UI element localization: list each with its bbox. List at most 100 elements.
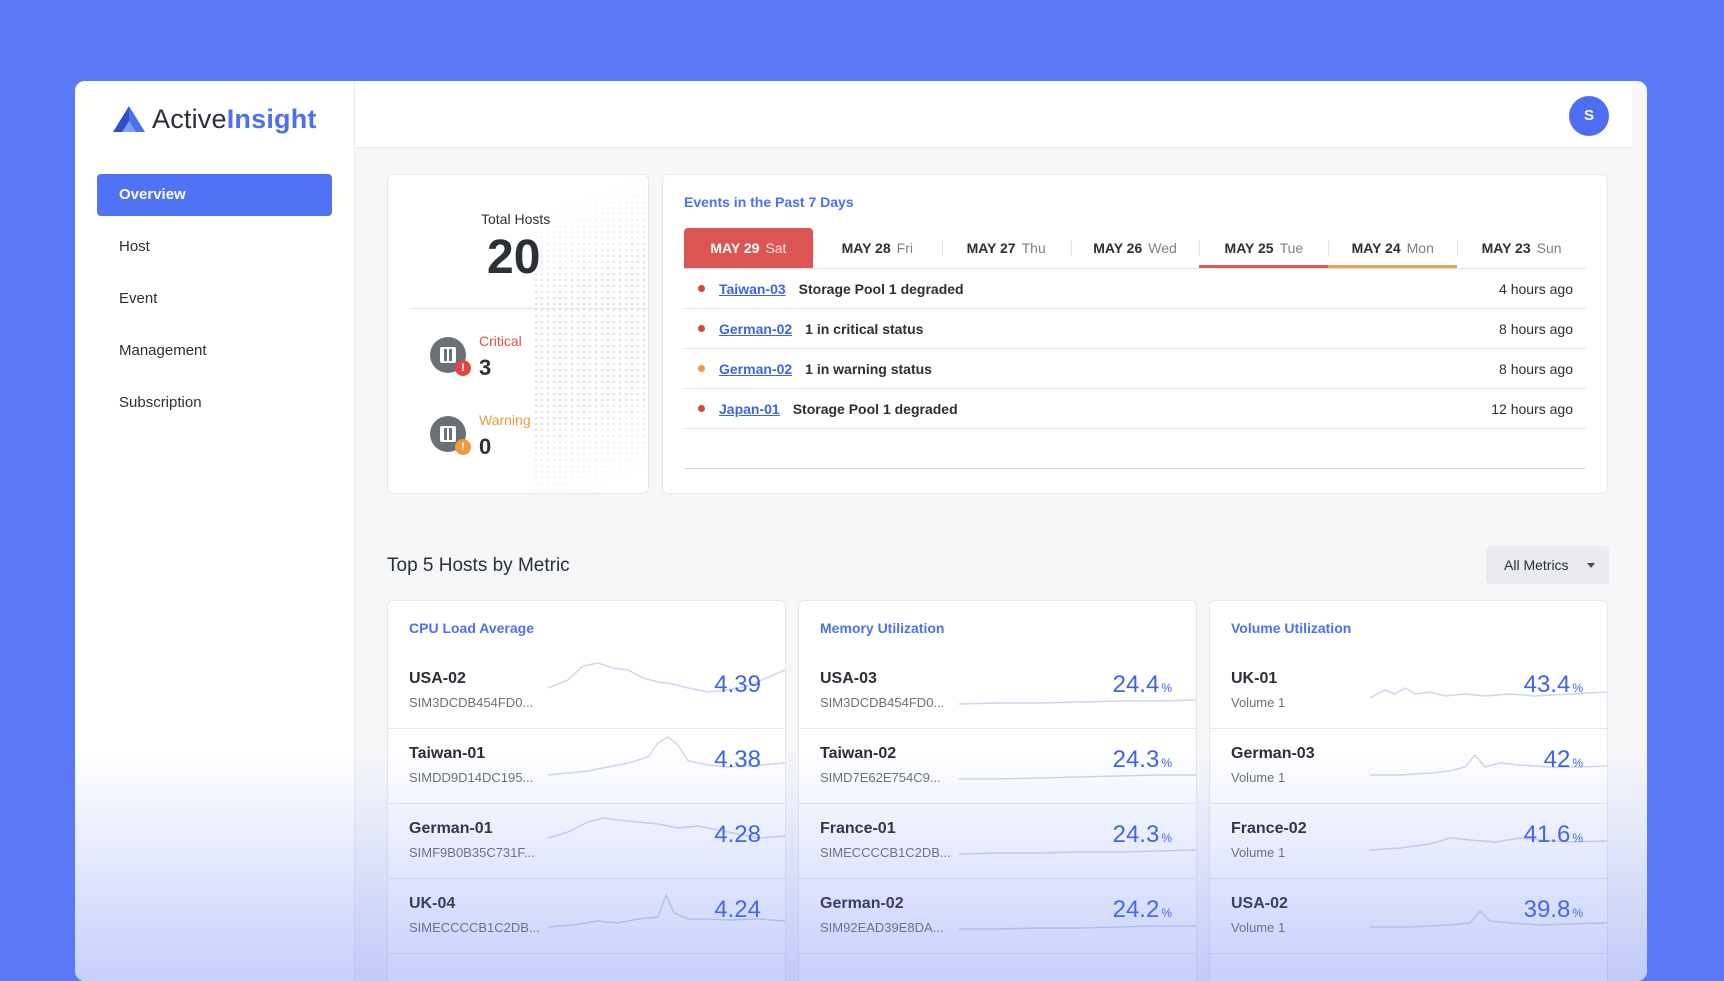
metric-host-id: Volume 1 [1231, 845, 1286, 860]
event-time: 12 hours ago [1491, 400, 1573, 417]
metric-value: 24.2% [1112, 896, 1172, 923]
metric-host-id: Volume 1 [1231, 920, 1286, 935]
event-row: German-02 1 in warning status 8 hours ag… [684, 349, 1586, 389]
metric-row[interactable]: German-01 SIMF9B0B35C731F... 4.28 [388, 803, 785, 879]
metric-host: Taiwan-01 [409, 745, 486, 762]
sparkline [548, 736, 785, 776]
critical-status[interactable]: ! Critical 3 [430, 323, 522, 381]
events-card: Events in the Past 7 Days MAY 29 Sat MAY … [662, 174, 1608, 494]
event-host-link[interactable]: Taiwan-03 [719, 280, 786, 297]
sidebar-item-host[interactable]: Host [119, 238, 150, 255]
date-tabs: MAY 29 Sat MAY 28 Fri MAY 27 Thu MAY 26 Wed … [684, 228, 1586, 269]
tab-may-26[interactable]: MAY 26 Wed [1070, 228, 1200, 268]
metric-host-id: SIM3DCDB454FD0... [409, 695, 534, 710]
tab-may-23[interactable]: MAY 23 Sun [1457, 228, 1586, 268]
metric-row[interactable]: Taiwan-01 SIMDD9D14DC195... 4.38 [388, 728, 785, 804]
caret-down-icon [1587, 563, 1595, 568]
metric-value: 24.3% [1112, 821, 1172, 848]
metric-host-id: SIMECCCCB1C2DB... [820, 845, 951, 860]
metric-value: 4.28 [714, 821, 761, 848]
server-warning-icon: ! [430, 416, 471, 455]
event-row: Japan-01 Storage Pool 1 degraded 12 hour… [684, 389, 1586, 429]
sidebar-item-event[interactable]: Event [119, 290, 158, 307]
events-divider [684, 468, 1586, 469]
sparkline [1370, 687, 1607, 699]
metric-value: 4.24 [714, 896, 761, 923]
event-message: Storage Pool 1 degraded [798, 280, 964, 297]
memory-card-title: Memory Utilization [820, 620, 945, 636]
event-message: Storage Pool 1 degraded [792, 400, 958, 417]
world-map-graphic [533, 175, 648, 493]
events-list: Taiwan-03 Storage Pool 1 degraded 4 hour… [684, 269, 1586, 429]
metric-host: USA-02 [1231, 895, 1288, 912]
tab-may-25[interactable]: MAY 25 Tue [1199, 228, 1329, 268]
metric-row[interactable]: German-02 SIM92EAD39E8DA... 24.2% [799, 878, 1196, 954]
metric-value: 24.4% [1112, 671, 1172, 698]
sidebar-item-subscription[interactable]: Subscription [119, 394, 202, 411]
logo[interactable]: ActiveInsight [112, 95, 317, 143]
metric-host-id: SIMDD9D14DC195... [409, 770, 534, 785]
metric-row[interactable]: UK-01 Volume 1 43.4% [1210, 653, 1607, 729]
all-metrics-label: All Metrics [1504, 557, 1569, 573]
tab-may-28[interactable]: MAY 28 Fri [812, 228, 942, 268]
metric-host: Taiwan-02 [820, 745, 897, 762]
sidebar-item-overview[interactable]: Overview [97, 174, 332, 216]
total-hosts-label: Total Hosts [481, 211, 551, 227]
severity-critical-dot [698, 325, 705, 332]
metric-host-id: Volume 1 [1231, 695, 1286, 710]
event-message: 1 in warning status [805, 360, 932, 377]
tab-may-24[interactable]: MAY 24 Mon [1328, 228, 1458, 268]
metric-host: UK-01 [1231, 670, 1278, 687]
sparkline [548, 892, 785, 928]
metric-host: France-01 [820, 820, 896, 837]
sidebar-nav: Overview Host Event Management Subscript… [97, 174, 332, 434]
cpu-load-card: CPU Load Average USA-02 SIM3DCDB454FD0..… [387, 600, 786, 981]
metric-host: USA-02 [409, 670, 466, 687]
severity-warning-dot [698, 365, 705, 372]
tab-may-29[interactable]: MAY 29 Sat [684, 228, 813, 268]
event-time: 4 hours ago [1499, 280, 1573, 297]
sidebar-item-management[interactable]: Management [119, 342, 207, 359]
metric-row[interactable]: France-01 SIMECCCCB1C2DB... 24.3% [799, 803, 1196, 879]
metric-host-id: SIMECCCCB1C2DB... [409, 920, 540, 935]
sparkline [1370, 837, 1607, 851]
sparkline [959, 774, 1196, 780]
metric-value: 43.4% [1523, 671, 1583, 698]
logo-text-active: Active [152, 103, 227, 134]
metric-row[interactable]: UK-04 SIMECCCCB1C2DB... 4.24 [388, 878, 785, 954]
metric-row[interactable]: USA-03 SIM3DCDB454FD0... 24.4% [799, 653, 1196, 729]
top-bar: S [355, 81, 1632, 148]
event-host-link[interactable]: Japan-01 [719, 400, 780, 417]
tab-may-27[interactable]: MAY 27 Thu [941, 228, 1071, 268]
metric-row[interactable]: France-02 Volume 1 41.6% [1210, 803, 1607, 879]
severity-critical-dot [698, 405, 705, 412]
memory-utilization-card: Memory Utilization USA-03 SIM3DCDB454FD0… [798, 600, 1197, 981]
metric-host: German-02 [820, 895, 904, 912]
all-metrics-dropdown[interactable]: All Metrics [1486, 546, 1609, 584]
warning-status[interactable]: ! Warning 0 [430, 402, 531, 460]
event-host-link[interactable]: German-02 [719, 320, 793, 337]
metric-row[interactable]: German-03 Volume 1 42% [1210, 728, 1607, 804]
metric-value: 24.3% [1112, 746, 1172, 773]
metric-row[interactable]: USA-02 Volume 1 39.8% [1210, 878, 1607, 954]
event-message: 1 in critical status [805, 320, 924, 337]
event-time: 8 hours ago [1499, 320, 1573, 337]
server-critical-icon: ! [430, 337, 471, 376]
volume-card-title: Volume Utilization [1231, 620, 1352, 636]
sidebar: ActiveInsight Overview Host Event Manage… [75, 81, 355, 981]
metric-host: USA-03 [820, 670, 877, 687]
event-host-link[interactable]: German-02 [719, 360, 793, 377]
cpu-card-title: CPU Load Average [409, 620, 534, 636]
avatar[interactable]: S [1569, 96, 1609, 136]
metric-row[interactable]: Taiwan-02 SIMD7E62E754C9... 24.3% [799, 728, 1196, 804]
metric-host: German-03 [1231, 745, 1315, 762]
metric-value: 42% [1543, 746, 1583, 773]
warning-count: 0 [479, 434, 492, 459]
total-hosts-value: 20 [487, 231, 541, 284]
metric-host-id: Volume 1 [1231, 770, 1286, 785]
sparkline [1370, 753, 1607, 776]
critical-label: Critical [479, 333, 522, 349]
sparkline [959, 849, 1196, 855]
metric-row[interactable]: USA-02 SIM3DCDB454FD0... 4.39 [388, 653, 785, 729]
metric-host: France-02 [1231, 820, 1307, 837]
